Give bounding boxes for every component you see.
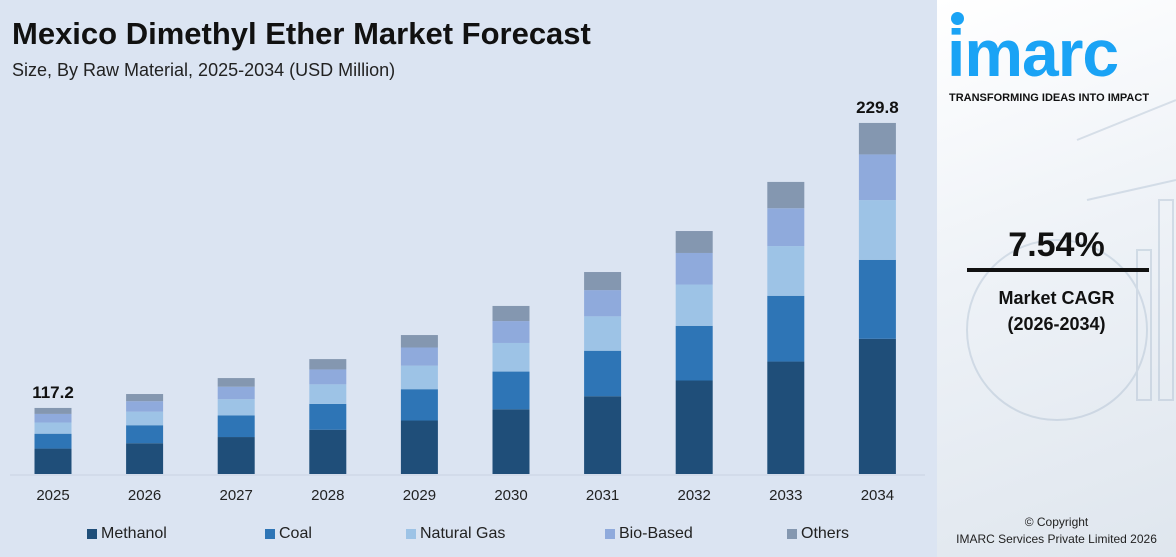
bar-segment-methanol-2028: [309, 429, 347, 474]
bar-segment-bio-based-2027: [217, 386, 255, 400]
bar-segment-others-2034: [858, 122, 896, 155]
bar-segment-natural-gas-2033: [767, 246, 805, 296]
bar-segment-natural-gas-2032: [675, 284, 713, 326]
bar-segment-bio-based-2030: [492, 321, 530, 343]
bar-segment-others-2031: [584, 272, 622, 291]
bar-segment-coal-2029: [400, 389, 438, 421]
chart-subtitle: Size, By Raw Material, 2025-2034 (USD Mi…: [12, 60, 396, 80]
legend-swatch: [787, 529, 797, 539]
bar-segment-methanol-2026: [126, 443, 164, 474]
bar-segment-bio-based-2032: [675, 252, 713, 285]
legend-swatch: [265, 529, 275, 539]
x-tick-label: 2027: [220, 487, 253, 504]
data-label: 229.8: [856, 98, 899, 117]
imarc-logo: imarc: [947, 16, 1119, 90]
bar-segment-others-2026: [126, 394, 164, 402]
legend-item: Coal: [265, 525, 312, 543]
x-tick-label: 2029: [403, 487, 436, 504]
bar-segment-bio-based-2033: [767, 208, 805, 247]
bar-segment-natural-gas-2028: [309, 384, 347, 404]
cagr-value: 7.54%: [1008, 226, 1105, 264]
legend-item: Natural Gas: [406, 525, 505, 543]
legend-item: Bio-Based: [605, 525, 693, 543]
bar-segment-coal-2031: [584, 350, 622, 397]
bar-segment-others-2029: [400, 335, 438, 348]
x-tick-label: 2034: [861, 487, 894, 504]
legend-item: Others: [787, 525, 849, 543]
legend-swatch: [406, 529, 416, 539]
bar-segment-bio-based-2028: [309, 369, 347, 385]
bar-segment-others-2028: [309, 359, 347, 370]
bar-segment-bio-based-2025: [34, 413, 72, 423]
bar-segment-others-2030: [492, 305, 530, 322]
bar-segment-natural-gas-2029: [400, 365, 438, 390]
logo-tagline: TRANSFORMING IDEAS INTO IMPACT: [949, 92, 1150, 104]
logo-dot: [951, 12, 964, 25]
bar-segment-others-2033: [767, 181, 805, 209]
legend-item: Methanol: [87, 525, 167, 543]
bar-segment-natural-gas-2031: [584, 316, 622, 351]
bar-segment-others-2032: [675, 231, 713, 253]
side-panel: imarc TRANSFORMING IDEAS INTO IMPACT 7.5…: [937, 0, 1176, 557]
bar-segment-methanol-2033: [767, 361, 805, 474]
legend-label: Others: [801, 525, 850, 542]
legend-swatch: [605, 529, 615, 539]
cagr-period: (2026-2034): [1007, 314, 1106, 334]
legend-label: Coal: [279, 525, 312, 542]
legend-swatch: [87, 529, 97, 539]
bar-segment-methanol-2032: [675, 380, 713, 474]
bar-segment-natural-gas-2026: [126, 411, 164, 426]
bar-segment-natural-gas-2027: [217, 399, 255, 416]
bar-segment-methanol-2030: [492, 409, 530, 474]
bar-segment-coal-2026: [126, 425, 164, 444]
x-tick-label: 2030: [494, 487, 527, 504]
bar-segment-methanol-2031: [584, 396, 622, 474]
copyright-text: © Copyright: [1024, 515, 1089, 529]
legend-label: Methanol: [101, 525, 167, 542]
bar-segment-coal-2033: [767, 295, 805, 362]
copyright: © Copyright IMARC Services Private Limit…: [937, 514, 1176, 548]
bar-segment-methanol-2025: [34, 448, 72, 474]
bar-segment-coal-2032: [675, 325, 713, 381]
x-tick-label: 2033: [769, 487, 802, 504]
legend-label: Bio-Based: [619, 525, 693, 542]
bar-segment-coal-2028: [309, 403, 347, 430]
bar-segment-natural-gas-2030: [492, 342, 530, 372]
bar-segment-bio-based-2034: [858, 154, 896, 201]
bar-segment-others-2025: [34, 407, 72, 414]
cagr-label-text: Market CAGR: [998, 288, 1115, 308]
company-name: IMARC Services Private Limited 2026: [956, 532, 1157, 546]
bar-segment-natural-gas-2034: [858, 200, 896, 260]
bar-segment-natural-gas-2025: [34, 422, 72, 434]
chart-title: Mexico Dimethyl Ether Market Forecast: [12, 16, 591, 51]
bar-segment-bio-based-2029: [400, 347, 438, 366]
legend-label: Natural Gas: [420, 525, 506, 542]
x-tick-label: 2031: [586, 487, 619, 504]
bar-segment-bio-based-2031: [584, 290, 622, 317]
cagr-divider: [967, 268, 1149, 272]
x-tick-label: 2025: [36, 487, 69, 504]
bar-segment-methanol-2029: [400, 420, 438, 474]
stacked-bar-chart: 2025 117.2 2026 2027 2028 2029 2030 2031 2032 203…: [10, 98, 925, 504]
x-tick-label: 2032: [678, 487, 711, 504]
cagr-label: Market CAGR (2026-2034): [937, 285, 1176, 337]
bar-segment-methanol-2034: [858, 338, 896, 474]
bar-segment-bio-based-2026: [126, 401, 164, 412]
data-label: 117.2: [32, 383, 74, 402]
bar-segment-coal-2027: [217, 415, 255, 438]
x-tick-label: 2026: [128, 487, 161, 504]
bar-segment-methanol-2027: [217, 437, 255, 474]
background-chart-decoration: [966, 99, 1176, 421]
x-tick-label: 2028: [311, 487, 344, 504]
bar-segment-coal-2034: [858, 259, 896, 339]
bar-segment-coal-2025: [34, 433, 72, 449]
bar-segment-others-2027: [217, 378, 255, 387]
bar-segment-coal-2030: [492, 371, 530, 410]
legend: Methanol Coal Natural Gas Bio-Based Others: [0, 525, 935, 547]
